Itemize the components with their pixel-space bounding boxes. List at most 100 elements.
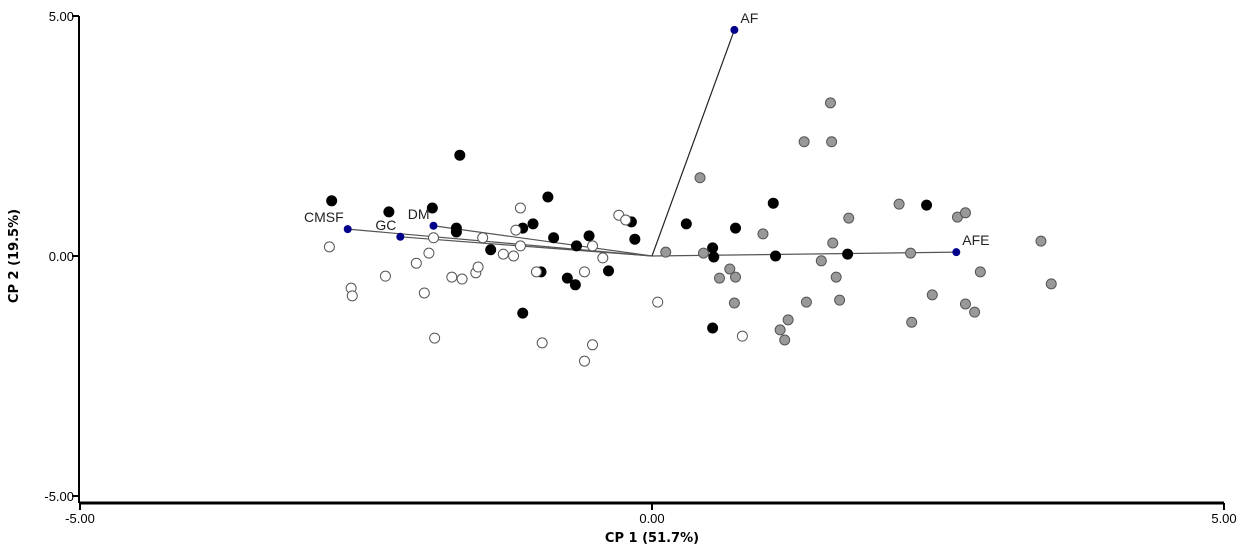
point-gray — [774, 324, 786, 336]
point-white — [579, 355, 591, 367]
point-gray — [782, 314, 794, 326]
point-black — [383, 206, 395, 218]
point-gray — [697, 247, 709, 259]
point-white — [587, 339, 599, 351]
point-white — [379, 270, 391, 282]
vector-line-af — [651, 29, 735, 257]
point-white — [597, 252, 609, 264]
point-black — [603, 265, 615, 277]
point-white — [514, 202, 526, 214]
y-tick-label: -5.00 — [44, 489, 74, 504]
point-white — [579, 266, 591, 278]
point-white — [530, 266, 542, 278]
point-black — [921, 199, 933, 211]
point-black — [730, 222, 742, 234]
point-gray — [798, 136, 810, 148]
point-gray — [906, 316, 918, 328]
point-white — [536, 337, 548, 349]
point-black — [767, 197, 779, 209]
vector-point-cmsf — [343, 225, 352, 234]
point-black — [517, 307, 529, 319]
point-black — [680, 218, 692, 230]
point-white — [587, 240, 599, 252]
y-tick-label: 0.00 — [49, 249, 74, 264]
y-axis-label: CP 2 (19.5%) — [7, 209, 22, 303]
point-gray — [694, 172, 706, 184]
point-black — [454, 149, 466, 161]
vector-point-afe — [952, 248, 961, 257]
vector-label-cmsf: CMSF — [304, 209, 344, 225]
point-gray — [815, 255, 827, 267]
point-black — [583, 230, 595, 242]
point-gray — [728, 297, 740, 309]
point-gray — [779, 334, 791, 346]
point-black — [629, 233, 641, 245]
x-tick-label: 0.00 — [639, 511, 664, 526]
point-gray — [893, 198, 905, 210]
point-black — [770, 250, 782, 262]
point-gray — [827, 237, 839, 249]
vector-line-dm — [433, 225, 653, 257]
vector-line-gc — [400, 236, 653, 257]
point-gray — [959, 207, 971, 219]
point-gray — [1045, 278, 1057, 290]
vector-point-gc — [396, 232, 405, 241]
point-gray — [800, 296, 812, 308]
vector-point-dm — [429, 221, 438, 230]
point-white — [477, 232, 489, 244]
point-gray — [826, 136, 838, 148]
point-gray — [713, 272, 725, 284]
point-gray — [830, 271, 842, 283]
point-gray — [843, 212, 855, 224]
point-black — [527, 218, 539, 230]
vector-lines — [347, 29, 957, 257]
point-white — [472, 261, 484, 273]
vector-label-gc: GC — [375, 217, 396, 233]
point-white — [510, 224, 522, 236]
axes: 5.00 0.00 -5.00 -5.00 0.00 5.00 CP 1 (51… — [7, 9, 1237, 546]
point-black — [570, 240, 582, 252]
x-axis-label: CP 1 (51.7%) — [605, 531, 699, 546]
point-white — [323, 241, 335, 253]
point-black — [569, 279, 581, 291]
x-tick-label: 5.00 — [1211, 511, 1236, 526]
point-black — [708, 251, 720, 263]
data-points — [323, 97, 1057, 367]
point-black — [561, 272, 573, 284]
point-white — [736, 330, 748, 342]
point-white — [346, 290, 358, 302]
vector-label-af: AF — [740, 10, 758, 26]
point-gray — [724, 263, 736, 275]
point-black — [707, 242, 719, 254]
point-gray — [969, 306, 981, 318]
point-white — [429, 332, 441, 344]
vector-label-dm: DM — [408, 206, 430, 222]
point-black — [548, 232, 560, 244]
point-white — [410, 257, 422, 269]
point-white — [418, 287, 430, 299]
point-black — [426, 202, 438, 214]
point-white — [423, 247, 435, 259]
point-gray — [959, 298, 971, 310]
point-gray — [1035, 235, 1047, 247]
vector-point-af — [730, 25, 739, 34]
point-white — [514, 240, 526, 252]
vector-label-afe: AFE — [962, 232, 989, 248]
point-white — [620, 214, 632, 226]
point-white — [508, 250, 520, 262]
point-white — [652, 296, 664, 308]
point-black — [842, 248, 854, 260]
y-tick-label: 5.00 — [49, 9, 74, 24]
point-black — [542, 191, 554, 203]
x-tick-label: -5.00 — [65, 511, 95, 526]
point-white — [497, 248, 509, 260]
point-black — [450, 226, 462, 238]
point-gray — [730, 271, 742, 283]
point-white — [456, 273, 468, 285]
point-white — [446, 271, 458, 283]
point-gray — [757, 228, 769, 240]
point-gray — [926, 289, 938, 301]
point-white — [427, 232, 439, 244]
point-black — [707, 322, 719, 334]
